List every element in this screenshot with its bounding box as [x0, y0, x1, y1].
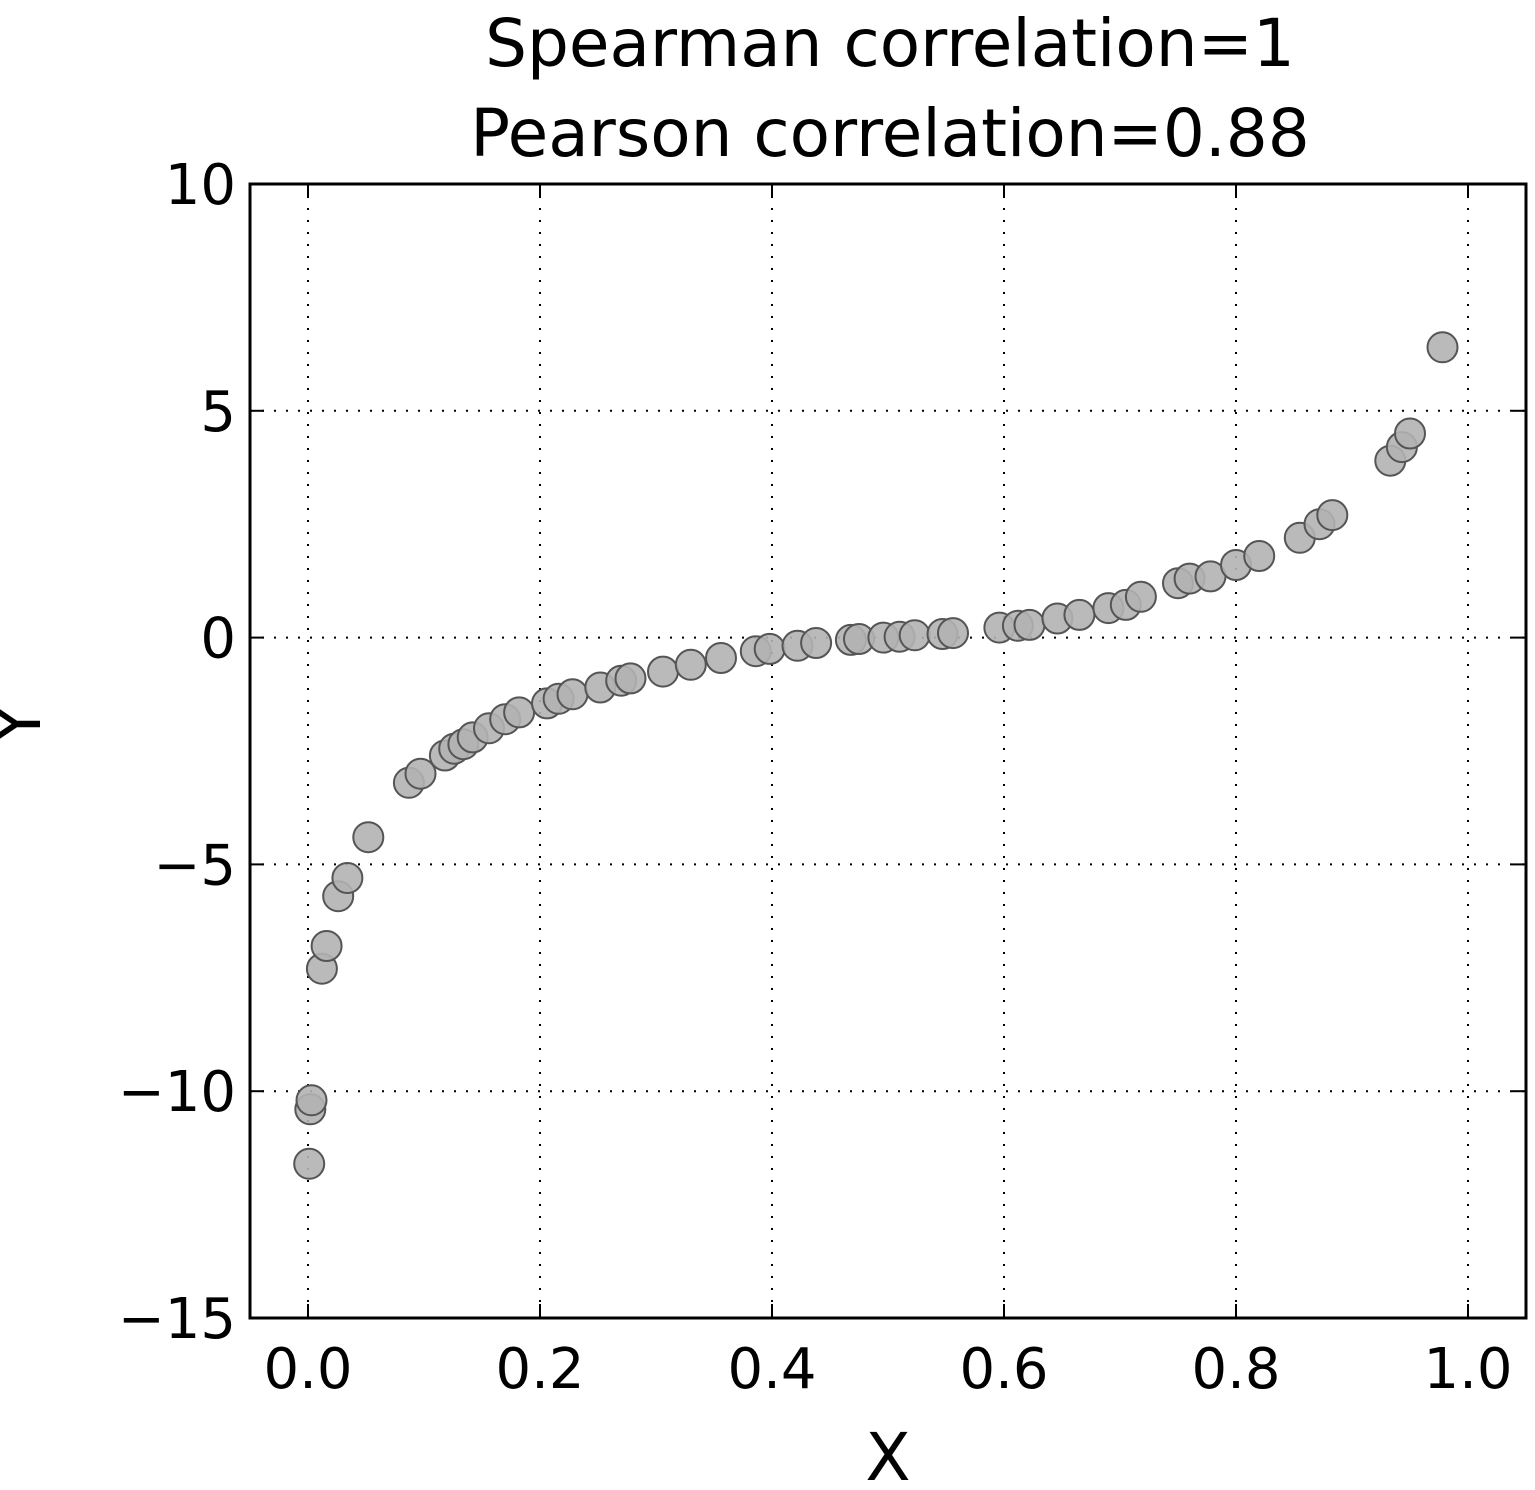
data-point: [331, 862, 364, 894]
y-tick-label: 5: [200, 380, 236, 445]
data-point: [404, 757, 437, 790]
x-tick-label: 0.2: [495, 1337, 584, 1402]
y-axis-label: Y: [0, 703, 56, 745]
data-point: [614, 662, 647, 695]
x-tick-label: 1.0: [1423, 1337, 1512, 1402]
x-tick-label: 0.4: [727, 1337, 816, 1402]
chart-title-line-1: Spearman correlation=1: [485, 5, 1295, 82]
data-point: [503, 696, 536, 729]
data-point: [1316, 499, 1349, 532]
data-point: [1063, 598, 1096, 631]
y-tick-label: 10: [165, 153, 236, 218]
tick-labels: 0.0 0.2 0.4 0.6 0.8 1.0 −15 −10 −5 0 5 10: [118, 153, 1513, 1402]
data-point: [310, 930, 343, 962]
data-point: [898, 619, 931, 652]
data-point: [1394, 417, 1426, 450]
plot-frame: [248, 182, 1528, 1320]
x-tick-label: 0.8: [1191, 1337, 1280, 1402]
data-point: [352, 821, 385, 854]
data-point: [556, 678, 589, 711]
x-tick-label: 0.6: [959, 1337, 1048, 1402]
data-point: [1426, 331, 1459, 364]
y-tick-label: −10: [118, 1060, 236, 1125]
x-axis-label: X: [865, 1419, 910, 1490]
data-points: [293, 331, 1459, 1180]
y-tick-label: 0: [200, 607, 236, 672]
data-point: [295, 1084, 328, 1117]
y-tick-label: −5: [153, 833, 236, 898]
data-point: [1013, 608, 1046, 641]
data-point: [705, 642, 737, 674]
chart-title-line-2: Pearson correlation=0.88: [470, 95, 1310, 172]
y-tick-label: −15: [118, 1287, 236, 1352]
data-point: [753, 632, 786, 665]
data-point: [293, 1147, 326, 1180]
data-point: [937, 617, 969, 650]
data-point: [647, 655, 679, 688]
data-point: [674, 648, 707, 681]
data-point: [1124, 580, 1157, 613]
data-point: [800, 627, 833, 659]
x-tick-label: 0.0: [263, 1337, 352, 1402]
data-point: [1243, 540, 1276, 572]
